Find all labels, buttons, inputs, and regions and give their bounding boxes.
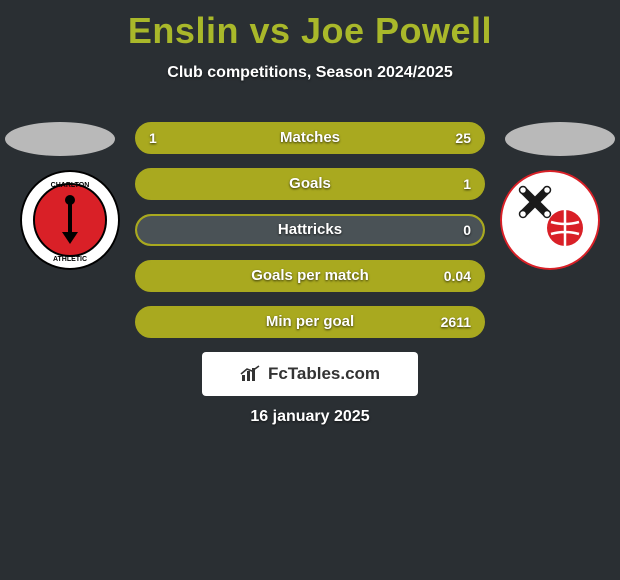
stat-label: Min per goal <box>137 308 483 336</box>
stat-value-right: 0 <box>463 216 471 244</box>
stat-value-right: 1 <box>463 170 471 198</box>
date-text: 16 january 2025 <box>0 408 620 426</box>
club-badge-right <box>500 170 600 270</box>
svg-text:ATHLETIC: ATHLETIC <box>53 256 87 263</box>
player-avatar-left-placeholder <box>5 122 115 156</box>
subtitle: Club competitions, Season 2024/2025 <box>0 64 620 82</box>
svg-text:CHARLTON: CHARLTON <box>51 182 90 189</box>
page-title: Enslin vs Joe Powell <box>0 0 620 52</box>
stat-bar-hattricks: Hattricks 0 <box>135 214 485 246</box>
club-badge-left: CHARLTON ATHLETIC <box>20 170 120 270</box>
stat-bar-matches: 1 Matches 25 <box>135 122 485 154</box>
stat-value-right: 2611 <box>441 308 471 336</box>
stat-label: Goals <box>137 170 483 198</box>
brand-text: FcTables.com <box>268 364 380 384</box>
stat-bar-min-per-goal: Min per goal 2611 <box>135 306 485 338</box>
player-avatar-right-placeholder <box>505 122 615 156</box>
stat-label: Hattricks <box>137 216 483 244</box>
stat-bar-goals-per-match: Goals per match 0.04 <box>135 260 485 292</box>
comparison-bars: 1 Matches 25 Goals 1 Hattricks 0 Goals p… <box>135 122 485 352</box>
stat-value-right: 0.04 <box>444 262 471 290</box>
stat-bar-goals: Goals 1 <box>135 168 485 200</box>
stat-value-right: 25 <box>455 124 471 152</box>
brand-box: FcTables.com <box>202 352 418 396</box>
stat-label: Goals per match <box>137 262 483 290</box>
stat-label: Matches <box>137 124 483 152</box>
chart-icon <box>240 365 262 383</box>
